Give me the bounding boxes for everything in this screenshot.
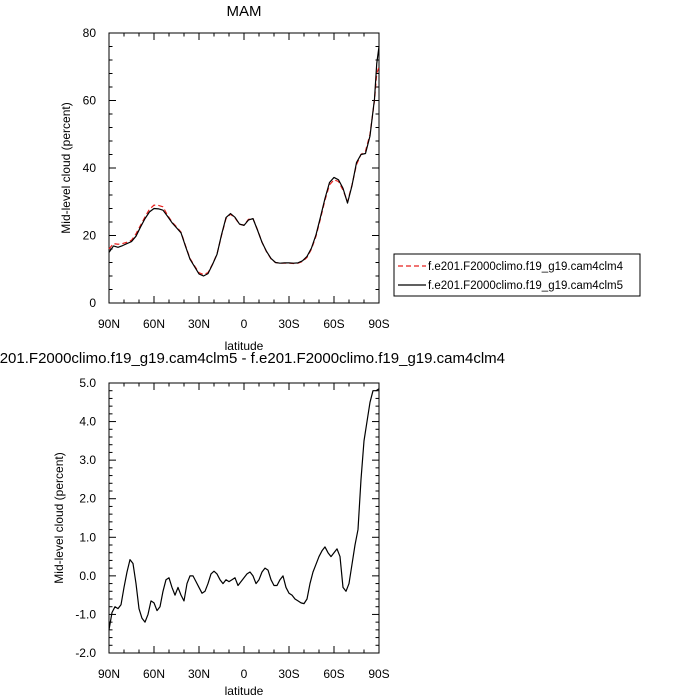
top-x-tick-label: 0 — [241, 317, 248, 331]
top-x-tick-label: 30N — [188, 317, 210, 331]
bottom-plot-frame — [108, 382, 380, 654]
top-y-tick-label: 80 — [83, 26, 97, 40]
legend-label-clm4: f.e201.F2000climo.f19_g19.cam4clm4 — [428, 261, 624, 273]
bottom-y-tick-label: 1.0 — [79, 530, 96, 544]
top-x-tick-label: 90N — [98, 317, 120, 331]
bottom-y-tick-label: 3.0 — [79, 453, 96, 467]
top-x-axis-label: latitude — [225, 339, 264, 353]
bottom-x-axis-label: latitude — [225, 684, 264, 698]
bottom-x-tick-label: 30S — [278, 667, 299, 681]
top-plot-frame — [108, 32, 380, 304]
bottom-chart-title: f.e201.F2000climo.f19_g19.cam4clm5 - f.e… — [0, 350, 505, 367]
top-series-line-0 — [108, 66, 380, 276]
bottom-series-line-0 — [108, 388, 380, 630]
panel-bottom-chart: f.e201.F2000climo.f19_g19.cam4clm5 - f.e… — [0, 350, 505, 698]
top-y-tick-label: 40 — [83, 161, 97, 175]
top-x-tick-label: 90S — [368, 317, 389, 331]
bottom-x-tick-label: 0 — [241, 667, 248, 681]
panel-top-chart: MAM 90N 60N 30N 0 30S 60S 90S 0 20 40 60 80 latitud… — [59, 3, 641, 353]
bottom-y-tick-label: 0.0 — [79, 569, 96, 583]
top-series-line-1 — [108, 46, 380, 277]
top-chart-title: MAM — [227, 3, 262, 20]
bottom-x-tick-label: 60S — [323, 667, 344, 681]
bottom-x-tick-label: 60N — [143, 667, 165, 681]
top-y-tick-label: 20 — [83, 229, 97, 243]
top-y-axis-label: Mid-level cloud (percent) — [59, 102, 73, 233]
top-y-tick-label: 0 — [89, 296, 96, 310]
bottom-y-tick-label: 2.0 — [79, 492, 96, 506]
bottom-y-tick-label: -2.0 — [75, 646, 96, 660]
bottom-x-tick-label: 30N — [188, 667, 210, 681]
top-x-tick-label: 30S — [278, 317, 299, 331]
bottom-y-tick-label: 5.0 — [79, 376, 96, 390]
bottom-y-tick-label: -1.0 — [75, 607, 96, 621]
bottom-chart-marks: 90N 60N 30N 0 30S 60S 90S -2.0 -1.0 0.0 1.0 2.0 3.0 4… — [75, 376, 389, 681]
bottom-y-tick-label: 4.0 — [79, 415, 96, 429]
top-chart-marks: 90N 60N 30N 0 30S 60S 90S 0 20 40 60 80 — [83, 26, 390, 331]
bottom-x-tick-label: 90S — [368, 667, 389, 681]
top-x-tick-label: 60S — [323, 317, 344, 331]
top-chart-legend: f.e201.F2000climo.f19_g19.cam4clm4 f.e20… — [393, 253, 641, 297]
bottom-x-tick-label: 90N — [98, 667, 120, 681]
legend-label-clm5: f.e201.F2000climo.f19_g19.cam4clm5 — [428, 280, 623, 292]
top-x-tick-label: 60N — [143, 317, 165, 331]
bottom-y-axis-label: Mid-level cloud (percent) — [52, 452, 66, 583]
legend-box — [393, 253, 641, 297]
top-y-tick-label: 60 — [83, 94, 97, 108]
